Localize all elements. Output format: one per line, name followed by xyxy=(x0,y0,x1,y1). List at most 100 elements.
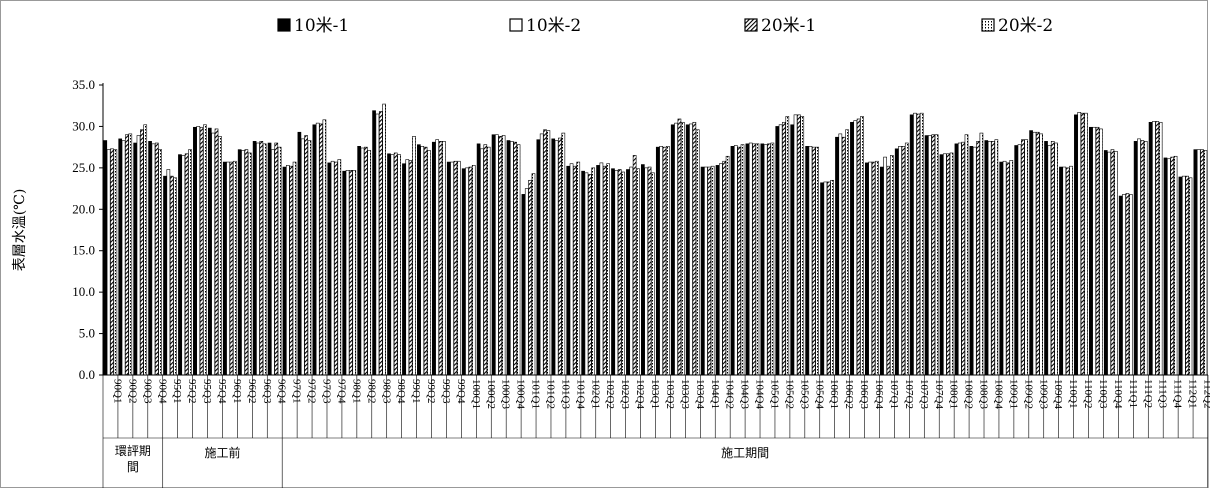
x-tick-label: 90Q2 xyxy=(126,379,138,403)
bar xyxy=(778,124,783,376)
bar xyxy=(969,146,974,376)
bar xyxy=(685,124,690,376)
bar xyxy=(495,134,499,376)
bar xyxy=(954,143,959,376)
bar xyxy=(465,167,469,376)
bar xyxy=(1155,121,1160,376)
bar xyxy=(707,166,712,376)
bar xyxy=(725,155,730,376)
bar xyxy=(1137,138,1141,376)
bar xyxy=(811,146,816,376)
x-tick-label: 108Q4 xyxy=(992,379,1004,409)
bar xyxy=(785,116,790,376)
bar xyxy=(330,160,335,376)
bar xyxy=(498,136,503,376)
x-tick-label: 97Q3 xyxy=(321,379,333,404)
bar xyxy=(154,142,159,376)
x-tick-label: 106Q4 xyxy=(873,379,885,409)
x-tick-label: 105Q3 xyxy=(798,379,810,409)
bar xyxy=(252,141,257,376)
bar xyxy=(446,161,451,376)
bar xyxy=(1140,140,1145,376)
bar xyxy=(521,194,526,376)
bar xyxy=(300,138,305,376)
x-tick-label: 104Q1 xyxy=(709,379,721,409)
bar xyxy=(1074,114,1078,376)
bar xyxy=(1069,165,1073,376)
bar xyxy=(435,139,439,376)
bar xyxy=(651,172,655,376)
bar xyxy=(961,141,965,376)
bar xyxy=(1065,167,1070,376)
bar xyxy=(382,103,386,376)
bar xyxy=(939,154,944,376)
x-tick-label: 107Q1 xyxy=(888,379,900,409)
x-tick-label: 96Q1 xyxy=(231,379,243,403)
x-tick-label: 100Q4 xyxy=(515,379,527,409)
bar xyxy=(237,149,242,376)
bar xyxy=(337,159,342,376)
bar xyxy=(509,141,514,376)
bar xyxy=(722,160,727,376)
bar xyxy=(755,143,760,376)
bar xyxy=(543,129,547,376)
bar xyxy=(1017,144,1022,376)
bar xyxy=(352,170,357,376)
bar xyxy=(733,145,738,376)
bar xyxy=(677,118,682,376)
bar xyxy=(752,143,756,376)
bar xyxy=(196,126,201,376)
bar xyxy=(181,155,186,376)
bar xyxy=(1035,131,1040,376)
x-tick-label: 102Q1 xyxy=(589,379,601,409)
bar xyxy=(491,134,496,376)
x-tick-label: 106Q3 xyxy=(858,379,870,409)
bar xyxy=(551,138,556,376)
bar xyxy=(602,165,607,376)
bar xyxy=(1039,133,1043,376)
bar xyxy=(357,146,361,376)
bar xyxy=(1125,193,1130,376)
bar xyxy=(367,150,372,376)
x-tick-label: 99Q4 xyxy=(455,379,467,404)
bar xyxy=(830,179,834,376)
x-tick-label: 95Q2 xyxy=(186,379,198,403)
x-tick-label: 104Q2 xyxy=(724,379,736,409)
bar xyxy=(1009,160,1014,376)
y-tick-label: 30.0 xyxy=(72,118,95,133)
bar xyxy=(203,124,207,376)
bar xyxy=(307,140,312,376)
bar xyxy=(860,116,864,376)
bar xyxy=(964,134,969,376)
x-tick-label: 108Q1 xyxy=(948,379,960,409)
bar xyxy=(1006,162,1010,376)
bar xyxy=(218,136,222,376)
bar xyxy=(408,160,413,376)
bar xyxy=(450,161,454,376)
bar xyxy=(689,123,693,376)
y-tick-label: 20.0 xyxy=(72,201,95,216)
bar xyxy=(715,165,720,376)
x-tick-label: 105Q4 xyxy=(813,379,825,409)
bar xyxy=(516,144,521,376)
bar xyxy=(569,163,574,376)
bar xyxy=(151,143,156,376)
bar xyxy=(680,121,685,376)
bar xyxy=(704,166,708,376)
bar xyxy=(501,135,506,376)
bar xyxy=(372,110,376,376)
x-tick-label: 98Q3 xyxy=(380,379,392,404)
bar xyxy=(991,141,995,376)
bar xyxy=(695,129,700,376)
legend-swatch xyxy=(744,18,758,32)
x-tick-label: 96Q4 xyxy=(276,379,288,404)
bar xyxy=(599,162,604,376)
bar xyxy=(412,136,416,376)
bar xyxy=(760,143,765,376)
bar xyxy=(390,154,395,376)
bar xyxy=(423,146,428,376)
bar xyxy=(304,135,308,376)
bar xyxy=(1050,141,1055,376)
bar xyxy=(360,147,365,376)
bar xyxy=(393,152,398,376)
